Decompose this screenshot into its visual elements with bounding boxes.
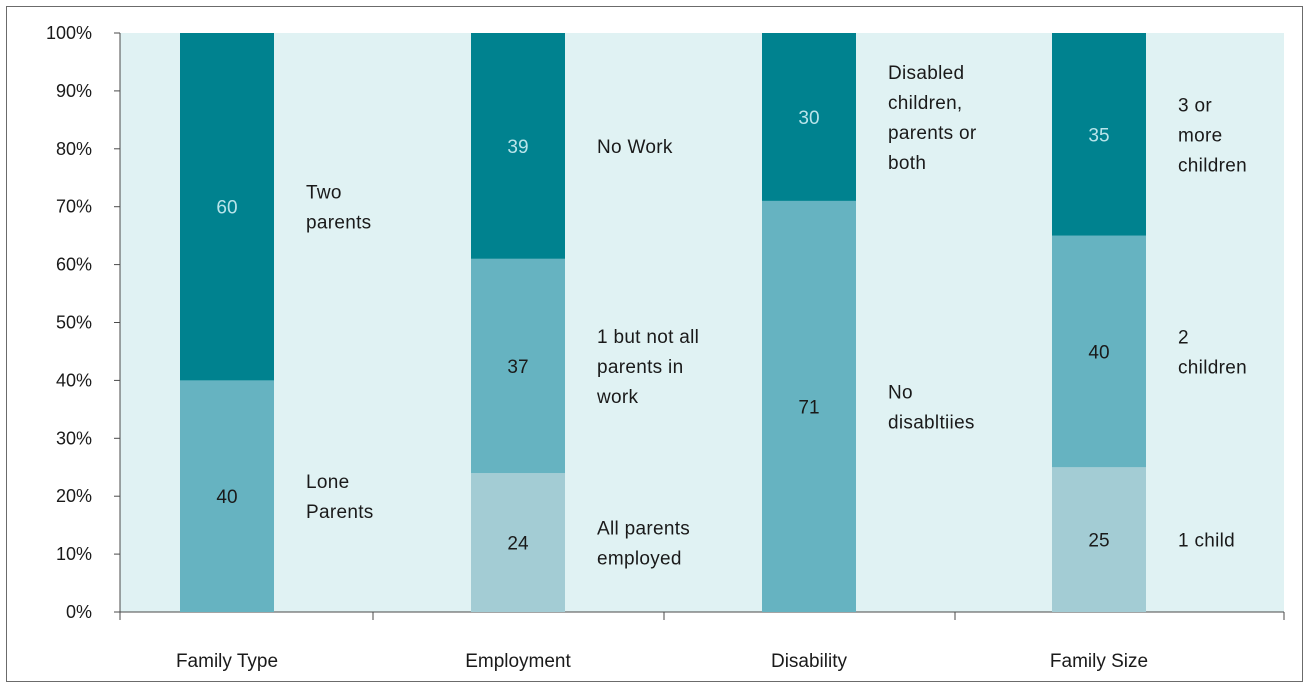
data-label: 71 [798,397,819,418]
segment-label: 3 or [1178,95,1212,116]
segment-label: No [888,382,913,403]
segment-label: parents in [597,357,683,378]
x-category-label: Employment [465,651,571,672]
segment-label: Parents [306,502,374,523]
segment-label: children [1178,357,1247,378]
segment-label: work [596,387,639,408]
y-tick-label: 50% [56,313,92,333]
y-tick-label: 0% [66,602,92,622]
y-tick-label: 40% [56,370,92,390]
data-label: 37 [507,357,528,378]
data-label: 25 [1088,531,1109,552]
data-label: 40 [216,487,237,508]
y-tick-label: 30% [56,428,92,448]
bar-segment [180,380,274,612]
segment-label: parents or [888,123,977,144]
bar-segment [180,33,274,381]
segment-label: 1 child [1178,531,1235,552]
data-label: 35 [1088,125,1109,146]
y-tick-label: 90% [56,81,92,101]
segment-label: both [888,153,926,174]
y-tick-label: 60% [56,255,92,275]
chart-frame [6,6,1303,682]
x-category-label: Family Size [1050,651,1148,672]
segment-label: children, [888,93,963,114]
bar-segment [1052,33,1146,236]
segment-label: disabltiies [888,412,975,433]
segment-label: parents [306,213,371,234]
segment-label: more [1178,125,1223,146]
data-label: 39 [507,137,528,158]
segment-label: employed [597,549,682,570]
data-label: 30 [798,108,819,129]
x-category-label: Disability [771,651,848,672]
data-label: 24 [507,534,529,555]
bar-segment [471,33,565,259]
segment-label: Disabled [888,63,964,84]
segment-label: Two [306,183,342,204]
data-label: 40 [1088,342,1109,363]
segment-label: 1 but not all [597,327,699,348]
x-category-label: Family Type [176,651,278,672]
y-tick-label: 10% [56,544,92,564]
bar-segment [471,258,565,474]
y-tick-label: 100% [46,23,92,43]
bar-segment [1052,467,1146,612]
bar-segment [762,33,856,201]
segment-label: No Work [597,137,673,158]
y-tick-label: 20% [56,486,92,506]
segment-label: Lone [306,472,349,493]
bar-segment [1052,235,1146,468]
bar-segment [471,473,565,612]
bar-segment [762,200,856,612]
segment-label: 2 [1178,327,1189,348]
y-tick-label: 70% [56,197,92,217]
segment-label: children [1178,155,1247,176]
data-label: 60 [216,198,237,219]
segment-label: All parents [597,519,690,540]
y-tick-label: 80% [56,139,92,159]
